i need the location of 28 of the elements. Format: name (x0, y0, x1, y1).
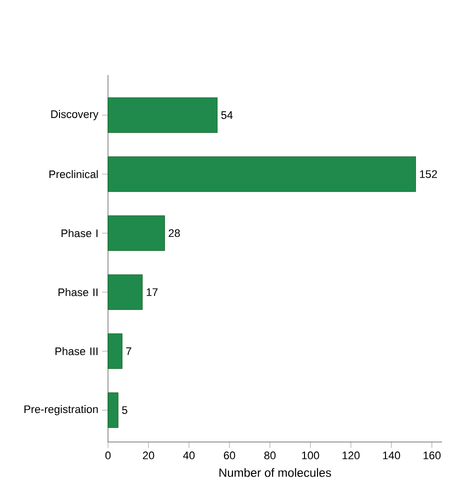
x-tick-label: 140 (383, 452, 400, 460)
bar (108, 333, 122, 369)
x-tick-label: 120 (342, 452, 360, 460)
data-label: 152 (420, 170, 437, 178)
data-label: 5 (122, 406, 128, 414)
x-tick-label: 100 (302, 452, 320, 460)
bar (108, 392, 118, 428)
y-tick-label: Phase III (56, 347, 98, 356)
x-tick-label: 20 (142, 452, 154, 460)
x-axis-title: Number of molecules (220, 468, 332, 477)
data-label: 7 (126, 347, 132, 355)
data-label: 17 (146, 288, 158, 296)
x-tick-label: 60 (224, 452, 236, 460)
bar (108, 274, 143, 310)
y-tick-label: Preclinical (49, 170, 98, 178)
x-tick-label: 0 (105, 452, 111, 460)
data-label: 28 (168, 229, 180, 238)
y-tick-label: Pre-registration (24, 405, 98, 416)
x-tick-label: 160 (424, 452, 441, 460)
x-tick-label: 80 (264, 452, 276, 460)
bar (108, 156, 416, 192)
x-tick-label: 40 (183, 452, 195, 460)
y-tick-label: Phase II (58, 288, 98, 296)
data-label: 54 (221, 111, 233, 119)
y-tick-label: Phase I (62, 229, 98, 238)
y-tick-label: Discovery (51, 110, 98, 120)
bar (108, 97, 218, 133)
bar (108, 215, 165, 251)
